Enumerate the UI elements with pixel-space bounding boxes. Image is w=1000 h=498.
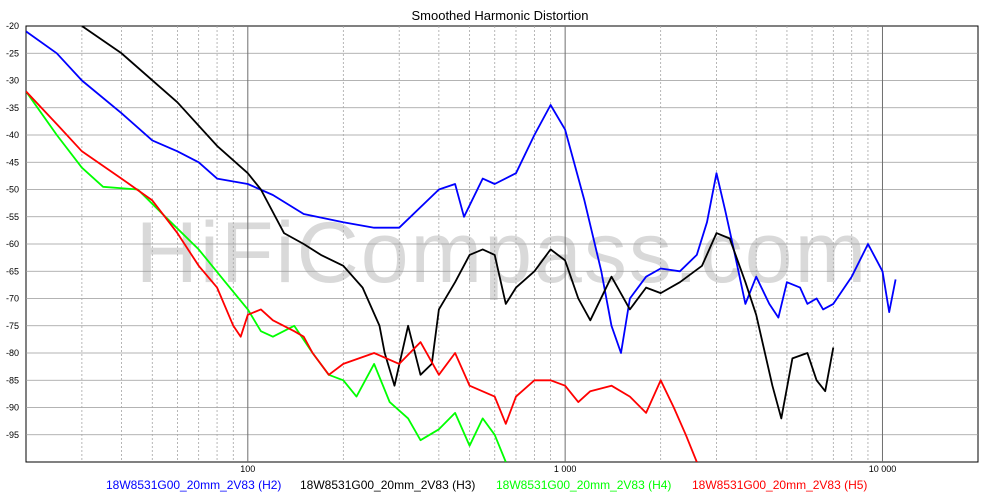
grid-layer [25, 25, 979, 463]
y-tick-label: -70 [6, 294, 19, 304]
y-tick-label: -40 [6, 130, 19, 140]
y-tick-label: -95 [6, 430, 19, 440]
series-line-h3 [81, 26, 835, 420]
y-tick-label: -60 [6, 239, 19, 249]
series-line-h2 [26, 30, 897, 354]
legend-entry-h4: 18W8531G00_20mm_2V83 (H4) [496, 478, 672, 492]
y-tick-label: -30 [6, 76, 19, 86]
legend-entry-h3: 18W8531G00_20mm_2V83 (H3) [300, 478, 476, 492]
series-line-h5 [26, 90, 698, 462]
x-tick-label: 10 000 [869, 464, 897, 474]
y-tick-label: -25 [6, 48, 19, 58]
y-tick-label: -20 [6, 21, 19, 31]
x-tick-label: 1 000 [554, 464, 577, 474]
y-tick-label: -50 [6, 185, 19, 195]
y-tick-label: -65 [6, 266, 19, 276]
y-tick-label: -35 [6, 103, 19, 113]
y-tick-label: -90 [6, 403, 19, 413]
y-tick-label: -75 [6, 321, 19, 331]
x-tick-label: 100 [240, 464, 255, 474]
y-tick-label: -55 [6, 212, 19, 222]
y-tick-label: -85 [6, 375, 19, 385]
legend-entry-h2: 18W8531G00_20mm_2V83 (H2) [106, 478, 282, 492]
axis-layer: -20 -25 -30 -35 -40 -45 -50 -55 -60 -65 -70 -75 -80 -… [6, 21, 896, 474]
series-layer [26, 26, 897, 462]
y-tick-label: -45 [6, 157, 19, 167]
chart-title: Smoothed Harmonic Distortion [411, 8, 589, 23]
legend-entry-h5: 18W8531G00_20mm_2V83 (H5) [692, 478, 868, 492]
y-tick-label: -80 [6, 348, 19, 358]
